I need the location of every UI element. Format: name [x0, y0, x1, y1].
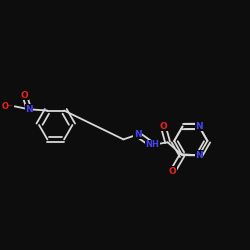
Text: N: N [195, 151, 203, 160]
Text: N: N [25, 105, 33, 114]
Text: O: O [21, 90, 28, 100]
Text: O: O [169, 166, 177, 175]
Text: N: N [134, 130, 141, 139]
Text: O: O [159, 122, 167, 131]
Text: O⁻: O⁻ [2, 102, 13, 111]
Text: N: N [195, 122, 203, 131]
Text: NH: NH [146, 140, 159, 149]
